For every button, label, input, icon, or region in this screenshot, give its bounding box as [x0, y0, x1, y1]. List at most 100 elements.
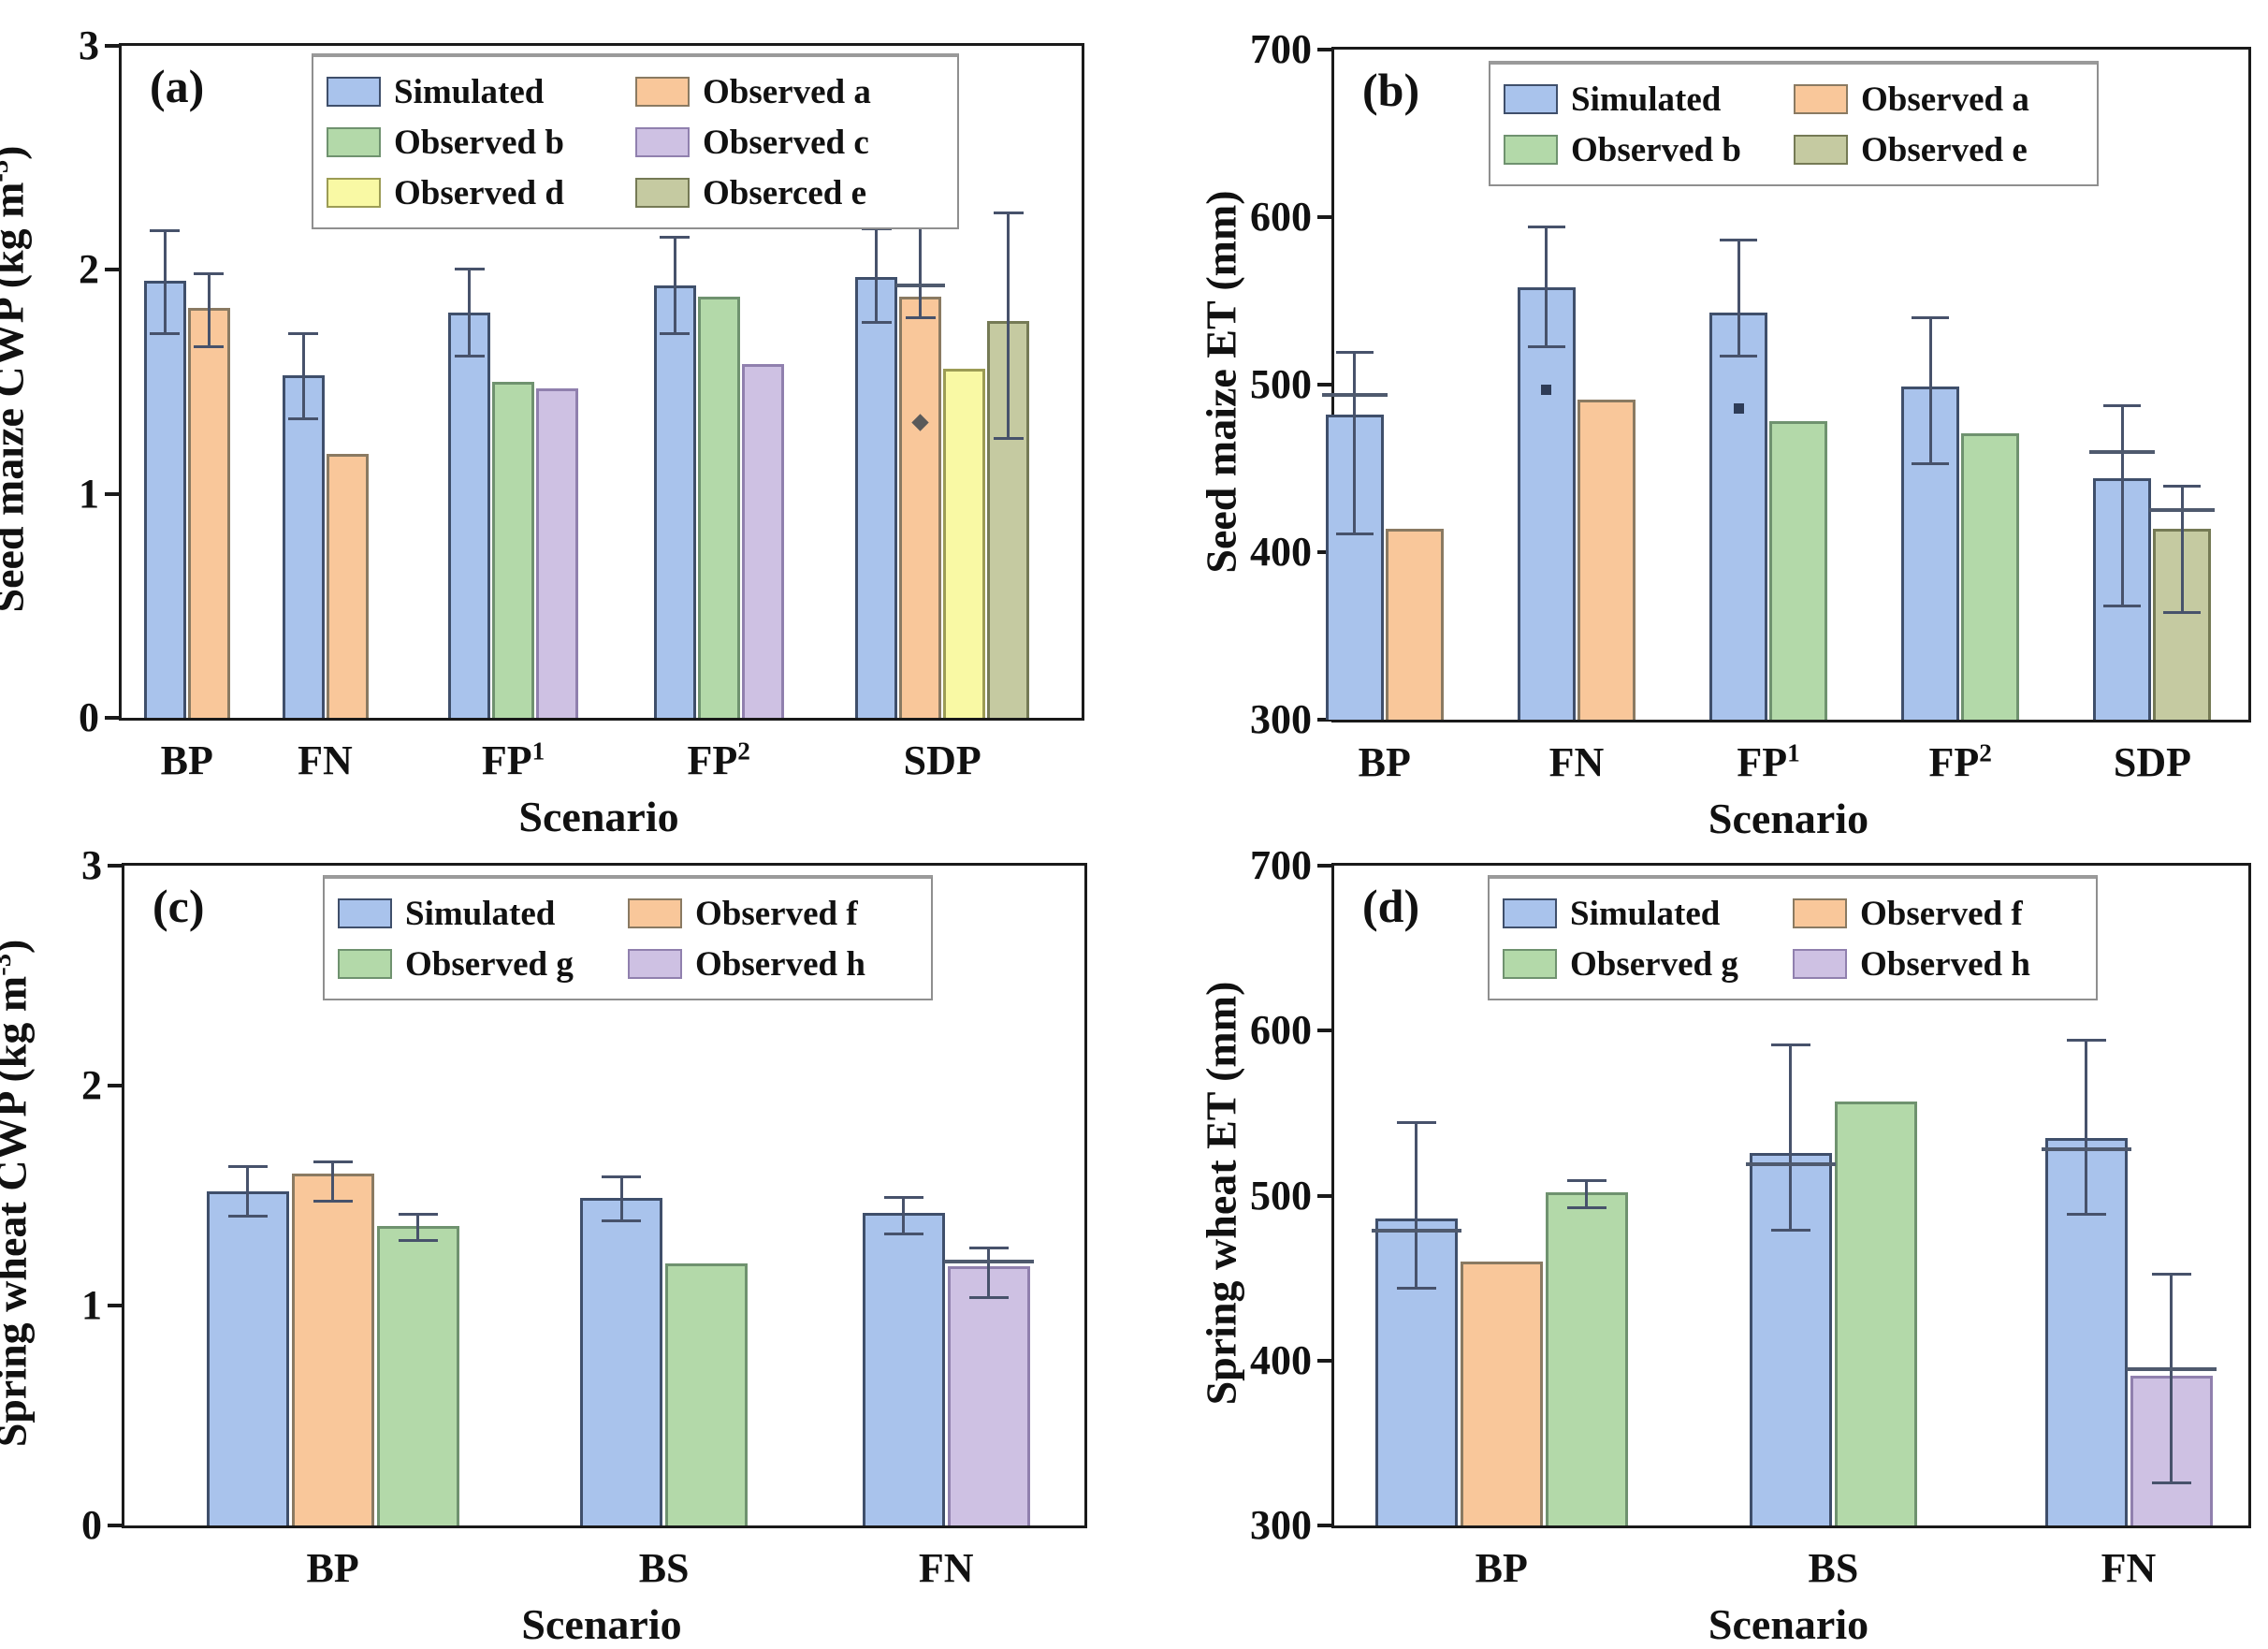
error-bar	[1335, 351, 1374, 536]
overlap-error-cap	[1321, 392, 1388, 397]
error-bar-cap-bottom	[398, 1238, 438, 1242]
y-tick-mark	[108, 1084, 124, 1087]
error-bar-line	[468, 267, 472, 358]
error-bar	[227, 1164, 268, 1218]
x-category-label: FP2	[1928, 738, 1992, 785]
bar-g	[376, 1226, 459, 1525]
legend-label: Simulated	[405, 894, 556, 933]
error-bar	[1720, 239, 1758, 358]
legend-swatch-b	[327, 127, 381, 157]
error-bar-cap-top	[1770, 1043, 1810, 1047]
error-bar-line	[875, 226, 879, 324]
legend-label: Observed e	[1861, 130, 2028, 169]
legend-label: Simulated	[394, 72, 545, 111]
legend-label: Observed c	[703, 123, 869, 162]
error-bar	[1912, 315, 1950, 465]
error-bar-cap-bottom	[2066, 1212, 2106, 1216]
legend-swatch-a	[635, 77, 690, 107]
error-bar-cap-top	[602, 1175, 642, 1179]
error-bar	[2163, 485, 2202, 615]
error-bar-cap-top	[313, 1160, 353, 1163]
error-bar	[993, 212, 1024, 441]
error-bar-cap-top	[398, 1213, 438, 1217]
panel-b: (b) 300 400 500 600 700 BP FN FP1 FP2 SDP Simulate…	[1134, 0, 2268, 842]
legend-row: Simulated Observed a	[327, 66, 944, 117]
error-bar	[2151, 1273, 2191, 1484]
panel-d: (d) 300 400 500 600 700 BP BS FN Simulated Observ…	[1134, 824, 2268, 1649]
bar-a	[1577, 400, 1636, 720]
x-category-label: SDP	[903, 737, 981, 783]
legend-label: Obserced e	[703, 173, 867, 212]
y-tick-mark	[1317, 718, 1334, 722]
error-bar-cap-top	[883, 1195, 923, 1199]
error-bar-cap-top	[288, 332, 318, 336]
legend-swatch-h	[628, 949, 682, 979]
legend-label: Observed h	[695, 944, 865, 984]
bar-a	[187, 308, 230, 718]
error-bar-cap-bottom	[1770, 1229, 1810, 1233]
error-bar	[1770, 1043, 1810, 1233]
error-bar-line	[163, 229, 167, 335]
error-bar-line	[902, 1195, 906, 1235]
y-tick-mark	[1317, 1524, 1334, 1527]
bar-a	[1385, 528, 1444, 720]
y-tick-mark	[1317, 48, 1334, 51]
error-bar-line	[1585, 1178, 1589, 1209]
error-bar	[454, 267, 485, 358]
error-bar-cap-top	[660, 236, 691, 240]
x-category-label: FN	[298, 737, 353, 783]
error-bar-cap-bottom	[861, 320, 892, 324]
error-bar-cap-top	[194, 271, 225, 275]
panel-letter: (b)	[1362, 64, 1420, 116]
legend-label: Simulated	[1571, 80, 1722, 119]
legend: Simulated Observed a Observed b Observed e	[1489, 61, 2099, 186]
bar-f	[291, 1174, 374, 1525]
legend-row: Simulated Observed a	[1504, 74, 2084, 124]
legend-swatch-f	[1793, 898, 1847, 928]
panel-letter: (a)	[150, 60, 205, 112]
error-bar-cap-top	[993, 212, 1024, 215]
plot-area: (a) 0 1 2 3 BP FN FP1 FP2 SDP Simulated Observed a…	[79, 25, 1084, 783]
error-bar-line	[987, 1246, 991, 1299]
legend: Simulated Observed f Observed g Observed h	[323, 875, 933, 1000]
y-tick-label: 0	[79, 694, 99, 740]
y-axis-label: Spring wheat ET (mm)	[1197, 981, 1245, 1405]
error-bar-cap-bottom	[1527, 344, 1565, 348]
y-tick-mark	[108, 1304, 124, 1307]
error-bar-line	[1415, 1121, 1418, 1290]
error-bar-cap-bottom	[968, 1295, 1009, 1299]
bar-c	[536, 388, 579, 718]
y-axis-label: Spring wheat CWP (kg m-3)	[0, 939, 36, 1447]
error-bar-line	[1737, 239, 1740, 358]
y-tick-label: 1	[81, 1282, 102, 1328]
legend-swatch-d	[327, 178, 381, 208]
error-bar-cap-top	[1912, 315, 1950, 319]
legend-swatch-sim	[327, 77, 381, 107]
error-bar-line	[301, 332, 305, 420]
y-tick-label: 700	[1250, 26, 1312, 72]
error-bar-cap-bottom	[2103, 605, 2142, 608]
legend-entry: Observed a	[1794, 74, 2084, 124]
y-tick-mark	[105, 491, 122, 496]
legend-label: Observed d	[394, 173, 564, 212]
legend-label: Observed f	[695, 894, 858, 933]
y-tick-label: 3	[81, 842, 102, 888]
bar-sim	[1517, 287, 1576, 720]
x-axis-label: Scenario	[1708, 795, 1869, 842]
legend-entry: Observed f	[1793, 888, 2083, 939]
error-bar-cap-bottom	[454, 354, 485, 358]
y-tick-label: 500	[1250, 1172, 1312, 1219]
legend-row: Observed g Observed h	[338, 939, 918, 989]
x-category-label: FP1	[481, 737, 545, 783]
bar-a	[899, 297, 942, 718]
error-bar-cap-bottom	[993, 437, 1024, 441]
error-bar-line	[416, 1213, 420, 1242]
error-bar-cap-top	[1335, 351, 1374, 355]
bar-d	[943, 368, 986, 718]
error-bar-line	[207, 271, 211, 349]
x-axis-label: Scenario	[521, 1600, 682, 1648]
x-category-label: FN	[2101, 1545, 2157, 1591]
error-bar	[313, 1160, 353, 1203]
bar-b	[697, 297, 740, 718]
